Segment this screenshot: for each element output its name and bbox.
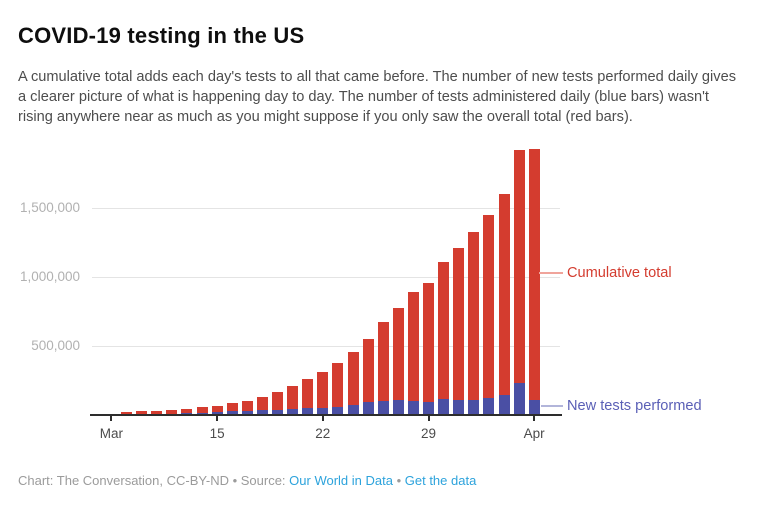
x-axis-label: Apr [523, 426, 545, 441]
new-tests-bar[interactable] [317, 407, 329, 415]
cumulative-bar[interactable] [362, 338, 374, 415]
cumulative-bar[interactable] [438, 262, 450, 415]
new-tests-bar[interactable] [287, 409, 299, 415]
x-axis-label: 15 [209, 426, 225, 441]
new-tests-series-label: New tests performed [567, 398, 702, 414]
new-tests-bar[interactable] [302, 407, 314, 415]
y-axis-label: 1,000,000 [19, 269, 80, 284]
cumulative-bar[interactable] [151, 410, 163, 415]
new-tests-bar[interactable] [528, 399, 540, 415]
cumulative-bar[interactable] [483, 215, 495, 415]
x-axis-label: 22 [315, 426, 331, 441]
new-tests-bar[interactable] [453, 399, 465, 415]
x-tick-mark [533, 416, 536, 421]
new-tests-bar[interactable] [392, 399, 404, 415]
new-tests-bar[interactable] [241, 411, 253, 415]
new-tests-bar[interactable] [211, 412, 223, 415]
new-tests-bar[interactable] [468, 400, 480, 415]
cumulative-bar[interactable] [211, 405, 223, 415]
footer-link-our-world-in-data[interactable]: Our World in Data [289, 473, 393, 488]
new-tests-connector-line [541, 405, 563, 407]
new-tests-bar[interactable] [362, 402, 374, 415]
cumulative-bar[interactable] [468, 232, 480, 415]
y-axis-label: 1,500,000 [19, 200, 80, 215]
cumulative-bar[interactable] [317, 371, 329, 415]
page-title: COVID-19 testing in the US [18, 22, 305, 48]
cumulative-bar[interactable] [287, 386, 299, 415]
cumulative-bar[interactable] [226, 403, 238, 415]
gridline-500,000 [92, 346, 560, 347]
cumulative-total-connector-line [539, 272, 563, 274]
new-tests-bar[interactable] [272, 409, 283, 415]
chart-description: A cumulative total adds each day's tests… [18, 68, 736, 126]
new-tests-bar[interactable] [513, 383, 525, 415]
new-tests-bar[interactable] [226, 411, 238, 415]
x-tick-mark [427, 416, 430, 421]
x-tick-mark [216, 416, 219, 421]
new-tests-bar[interactable] [423, 402, 434, 415]
new-tests-bar[interactable] [196, 412, 208, 415]
cumulative-bar[interactable] [513, 150, 525, 415]
cumulative-bar[interactable] [407, 291, 419, 415]
x-axis-line [90, 414, 562, 416]
footer-separator: • [392, 473, 405, 488]
new-tests-bar[interactable] [256, 410, 268, 415]
cumulative-bar[interactable] [241, 400, 253, 415]
new-tests-bar[interactable] [347, 404, 359, 415]
cumulative-bar[interactable] [423, 282, 434, 415]
cumulative-bar[interactable] [498, 194, 510, 415]
new-tests-bar[interactable] [407, 401, 419, 415]
new-tests-bar[interactable] [332, 406, 344, 415]
footer-credits: Chart: The Conversation, CC-BY-ND • Sour… [18, 473, 476, 488]
x-tick-mark [321, 416, 324, 421]
cumulative-bar[interactable] [196, 407, 208, 415]
cumulative-bar[interactable] [166, 409, 178, 415]
cumulative-bar[interactable] [256, 397, 268, 415]
gridline-1,500,000 [92, 208, 560, 209]
cumulative-total-series-label: Cumulative total [567, 265, 672, 281]
x-tick-mark [110, 416, 113, 421]
cumulative-bar[interactable] [392, 307, 404, 415]
x-axis-label: Mar [99, 426, 124, 441]
new-tests-bar[interactable] [498, 394, 510, 415]
cumulative-bar[interactable] [528, 148, 540, 415]
x-axis-label: 29 [420, 426, 437, 441]
cumulative-bar[interactable] [302, 379, 314, 415]
cumulative-bar[interactable] [332, 362, 344, 415]
cumulative-bar[interactable] [377, 321, 389, 415]
plot-area: 500,000 1,000,000 1,500,000 Mar 15 22 29 Apr [0, 145, 771, 441]
gridline-1,000,000 [92, 277, 560, 278]
cumulative-bar[interactable] [136, 411, 148, 415]
footer-credit-text: Chart: The Conversation, CC-BY-ND • Sour… [18, 473, 290, 488]
cumulative-bar[interactable] [181, 408, 193, 415]
cumulative-bar[interactable] [272, 392, 283, 415]
new-tests-bar[interactable] [438, 398, 450, 415]
cumulative-bar[interactable] [121, 412, 132, 415]
cumulative-bar[interactable] [453, 247, 465, 415]
new-tests-bar[interactable] [483, 398, 495, 415]
footer-link-get-the-data[interactable]: Get the data [404, 473, 477, 488]
y-axis-label: 500,000 [31, 338, 80, 353]
cumulative-bar[interactable] [347, 352, 359, 415]
new-tests-bar[interactable] [377, 400, 389, 415]
